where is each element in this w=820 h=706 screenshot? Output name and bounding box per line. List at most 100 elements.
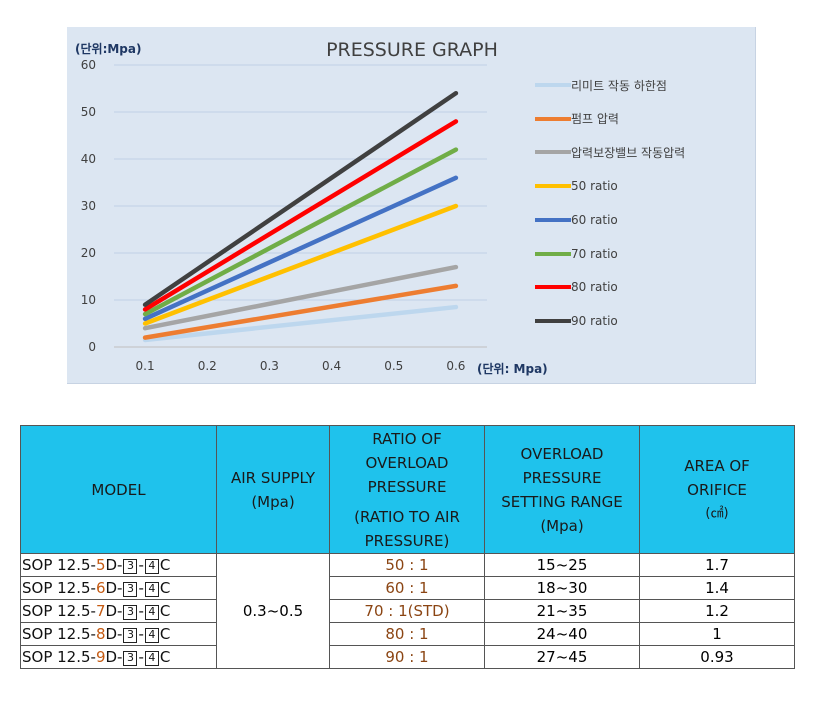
orifice-area-cell: 1 [639,622,795,646]
legend-label: 리미트 작동 하한점 [571,78,667,93]
header-area-line1: AREA OF [684,456,750,475]
header-setting-range: OVERLOAD PRESSURE SETTING RANGE (Mpa) [484,425,640,554]
orifice-area-cell: 1.7 [639,553,795,577]
series-lines [142,90,459,343]
model-option-box: 4 [144,628,159,643]
x-tick-label: 0.1 [136,359,155,373]
model-dash: - [138,602,144,620]
table-row: SOP 12.5-8D- 3-4 C 80 : 1 24~40 1 [20,622,795,646]
model-option-box: 3 [123,651,138,666]
series-line [142,264,459,331]
model-cell: SOP 12.5-5D- 3-4 C [20,553,217,577]
header-ratio-line5: PRESSURE) [364,531,450,550]
range-cell: 24~40 [484,622,640,646]
legend-item: 50 ratio [535,176,618,196]
header-ratio-line2: OVERLOAD [365,453,449,472]
model-dash: - [138,579,144,597]
header-model: MODEL [20,425,217,554]
header-area-line3: (㎠) [705,505,729,521]
model-d: D- [105,625,123,643]
y-tick-label: 40 [81,152,96,166]
model-dash: - [138,556,144,574]
legend-swatch [535,184,571,189]
chart-title: PRESSURE GRAPH [326,39,498,61]
model-option-box: 3 [123,559,138,574]
table-row: SOP 12.5-7D- 3-4 C 70 : 1(STD) 21~35 1.2 [20,599,795,623]
y-tick-label: 30 [81,199,96,213]
legend-label: 압력보장밸브 작동압력 [571,145,686,160]
legend-item: 펌프 압력 [535,109,619,129]
legend-swatch [535,217,571,222]
model-ratio-digit: 9 [95,648,106,666]
y-tick-label: 50 [81,105,96,119]
x-tick-label: 0.5 [384,359,403,373]
model-dash: - [138,625,144,643]
range-cell: 18~30 [484,576,640,600]
header-range-line2: PRESSURE [522,468,602,487]
x-tick-label: 0.2 [198,359,217,373]
ratio-cell: 80 : 1 [329,622,485,646]
model-option-box: 3 [123,605,138,620]
model-suffix: C [159,625,171,643]
y-axis-unit-label: (단위:Mpa) [75,42,142,56]
legend-item: 70 ratio [535,244,618,264]
legend-item: 90 ratio [535,311,618,331]
x-tick-label: 0.6 [446,359,465,373]
model-option-box: 3 [123,582,138,597]
model-suffix: C [159,648,171,666]
header-ratio-line4: (RATIO TO AIR [354,507,460,526]
model-ratio-digit: 7 [95,602,106,620]
model-option-box: 4 [144,582,159,597]
range-cell: 15~25 [484,553,640,577]
header-model-label: MODEL [91,480,146,499]
ratio-cell: 50 : 1 [329,553,485,577]
orifice-area-cell: 1.2 [639,599,795,623]
model-prefix: SOP 12.5- [22,625,96,643]
model-option-box: 3 [123,628,138,643]
orifice-area-cell: 0.93 [639,645,795,669]
legend-swatch [535,285,571,290]
model-ratio-digit: 6 [95,579,106,597]
series-line [142,147,459,317]
model-cell: SOP 12.5-7D- 3-4 C [20,599,217,623]
legend-item: 80 ratio [535,277,618,297]
legend-item: 리미트 작동 하한점 [535,75,667,95]
model-d: D- [105,556,123,574]
legend-swatch [535,150,571,155]
orifice-area-cell: 1.4 [639,576,795,600]
range-cell: 21~35 [484,599,640,623]
series-line [142,283,459,340]
ratio-cell: 90 : 1 [329,645,485,669]
model-suffix: C [159,556,171,574]
series-line [142,304,459,343]
legend-item: 60 ratio [535,210,618,230]
legend-swatch [535,83,571,87]
model-d: D- [105,602,123,620]
legend-swatch [535,251,571,256]
y-tick-label: 20 [81,246,96,260]
model-prefix: SOP 12.5- [22,579,96,597]
model-prefix: SOP 12.5- [22,602,96,620]
x-tick-label: 0.4 [322,359,341,373]
pressure-graph: 0 10 20 30 40 50 60 0.1 0.2 0.3 0.4 0.5 0.6 [81,58,487,373]
series-line [142,119,459,312]
y-tick-label: 10 [81,293,96,307]
header-air-supply: AIR SUPPLY (Mpa) [216,425,330,554]
table-row: SOP 12.5-9D- 3-4 C 90 : 1 27~45 0.93 [20,645,795,669]
series-line [142,203,459,326]
header-orifice-area: AREA OF ORIFICE (㎠) [639,425,795,554]
model-cell: SOP 12.5-6D- 3-4 C [20,576,217,600]
header-air-supply-line1: AIR SUPPLY [231,468,315,487]
legend-label: 50 ratio [571,179,618,194]
header-range-line3: SETTING RANGE [501,492,623,511]
y-tick-labels: 0 10 20 30 40 50 60 [81,58,96,354]
model-d: D- [105,579,123,597]
model-option-box: 4 [144,651,159,666]
x-tick-labels: 0.1 0.2 0.3 0.4 0.5 0.6 [136,359,466,373]
model-option-box: 4 [144,605,159,620]
table-row: SOP 12.5-6D- 3-4 C 60 : 1 18~30 1.4 [20,576,795,600]
model-prefix: SOP 12.5- [22,648,96,666]
series-line [142,175,459,322]
model-ratio-digit: 5 [95,556,106,574]
header-ratio: RATIO OF OVERLOAD PRESSURE (RATIO TO AIR… [329,425,485,554]
